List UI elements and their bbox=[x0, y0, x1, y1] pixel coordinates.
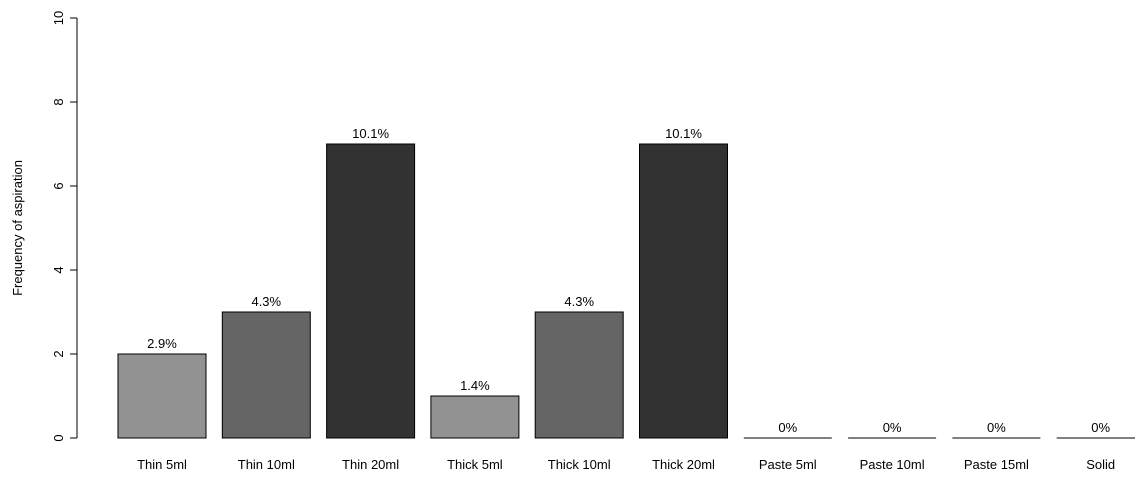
x-category-label: Paste 10ml bbox=[860, 457, 925, 472]
x-category-label: Thick 5ml bbox=[447, 457, 503, 472]
x-category-label: Thick 10ml bbox=[548, 457, 611, 472]
bar bbox=[430, 395, 520, 439]
bar bbox=[117, 353, 207, 439]
bar-data-label: 2.9% bbox=[147, 336, 177, 351]
bar bbox=[221, 311, 311, 439]
y-tick-label: 8 bbox=[51, 98, 66, 105]
y-tick-label: 6 bbox=[51, 182, 66, 189]
bar bbox=[639, 143, 728, 439]
y-axis: 0 2 4 6 8 10 bbox=[51, 11, 78, 442]
bars bbox=[117, 143, 1135, 439]
x-category-label: Thick 20ml bbox=[652, 457, 715, 472]
bar-data-label: 4.3% bbox=[564, 294, 594, 309]
bar-data-label: 4.3% bbox=[251, 294, 281, 309]
bar bbox=[326, 143, 416, 439]
x-axis-labels: Thin 5ml Thin 10ml Thin 20ml Thick 5ml Thick… bbox=[137, 457, 1115, 472]
y-tick-label: 10 bbox=[51, 11, 66, 25]
bar bbox=[534, 311, 624, 439]
x-category-label: Thin 10ml bbox=[238, 457, 295, 472]
y-tick-label: 0 bbox=[51, 434, 66, 441]
data-labels: 2.9% 4.3% 10.1% 1.4% 4.3% 10.1% 0% 0% 0% 0% bbox=[147, 126, 1110, 435]
bar-data-label: 0% bbox=[1091, 420, 1110, 435]
x-category-label: Thin 20ml bbox=[342, 457, 399, 472]
bar-data-label: 10.1% bbox=[352, 126, 389, 141]
bar-data-label: 0% bbox=[778, 420, 797, 435]
x-category-label: Paste 5ml bbox=[759, 457, 817, 472]
y-axis-title: Frequency of aspiration bbox=[10, 160, 25, 296]
bar-data-label: 1.4% bbox=[460, 378, 490, 393]
x-category-label: Solid bbox=[1086, 457, 1115, 472]
bar-data-label: 10.1% bbox=[665, 126, 702, 141]
bar-data-label: 0% bbox=[883, 420, 902, 435]
bar-data-label: 0% bbox=[987, 420, 1006, 435]
x-category-label: Thin 5ml bbox=[137, 457, 187, 472]
y-tick-label: 4 bbox=[51, 266, 66, 273]
y-tick-label: 2 bbox=[51, 350, 66, 357]
x-category-label: Paste 15ml bbox=[964, 457, 1029, 472]
